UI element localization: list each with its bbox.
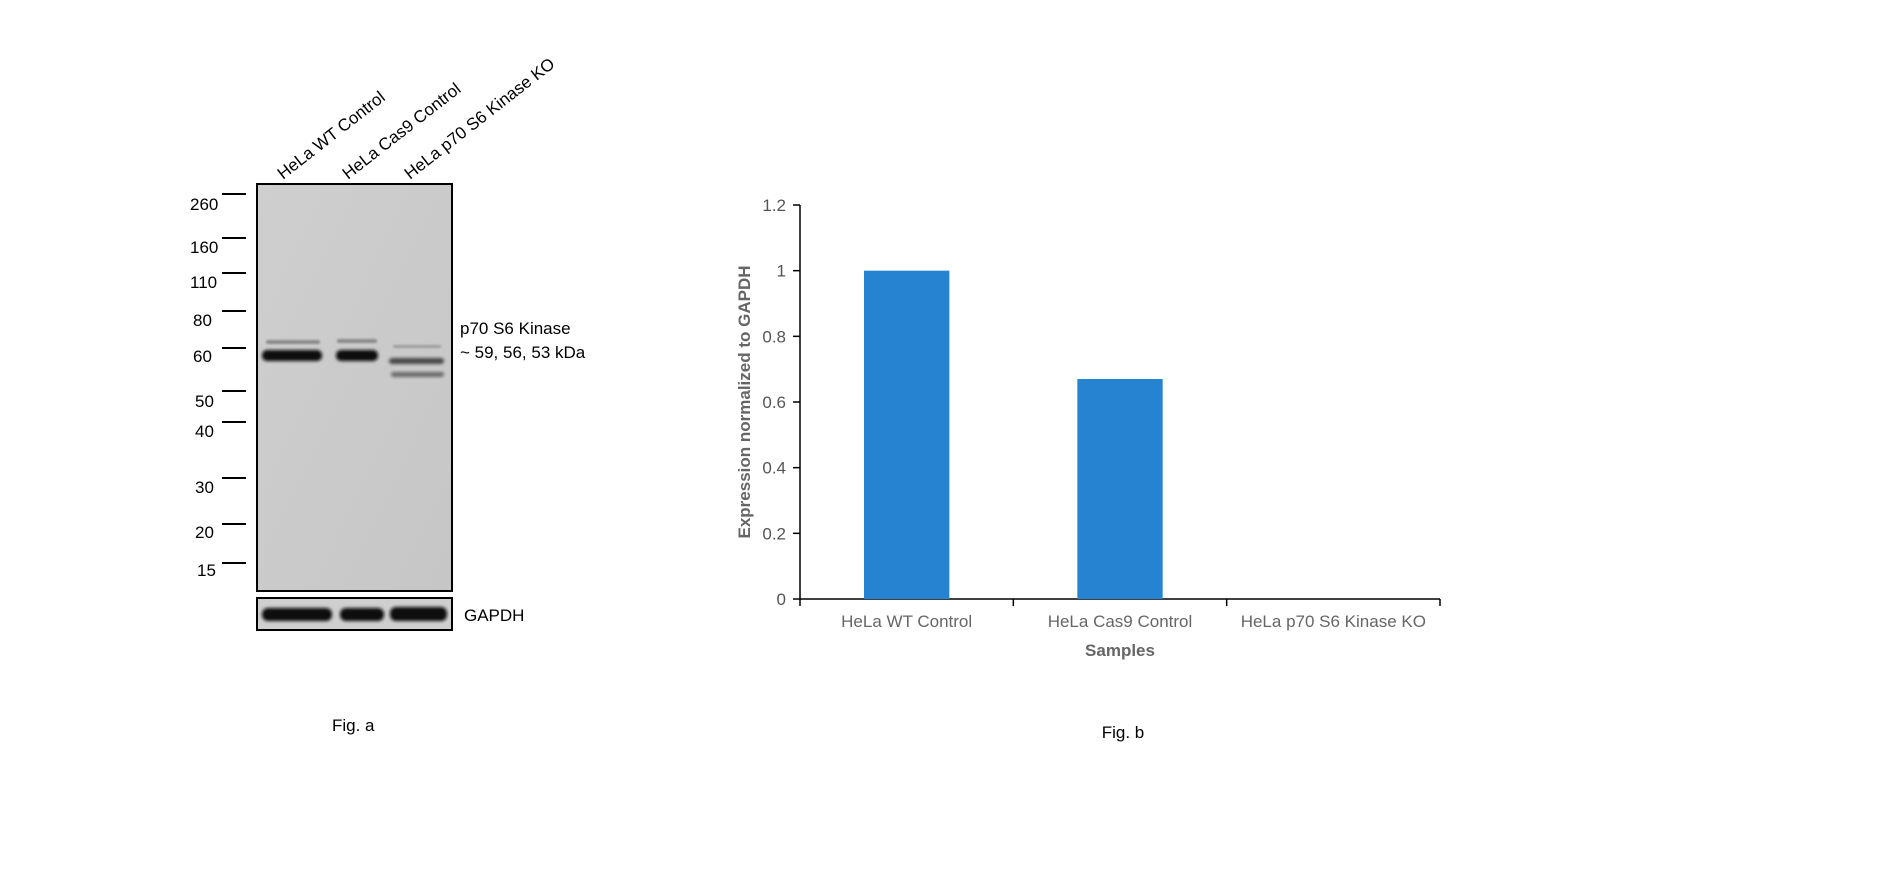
y-tick-label: 0.8 — [762, 327, 786, 346]
mw-label-260: 260 — [190, 195, 218, 214]
y-tick-label: 0.2 — [762, 524, 786, 543]
y-tick-label: 0 — [777, 590, 786, 609]
y-tick-label: 0.4 — [762, 459, 786, 478]
x-category-label: HeLa WT Control — [841, 612, 972, 631]
mw-label-40: 40 — [195, 422, 214, 441]
x-category-label: HeLa p70 S6 Kinase KO — [1241, 612, 1426, 631]
y-tick-label: 1 — [777, 262, 786, 281]
caption-fig-b: Fig. b — [1102, 723, 1145, 742]
bar-chart: 0 0.2 0.4 0.6 0.8 1 1.2 HeLa WT Control HeLa Ca… — [735, 196, 1441, 742]
y-tick-label: 0.6 — [762, 393, 786, 412]
caption-fig-a: Fig. a — [332, 716, 375, 735]
lane-label-1: HeLa WT Control — [274, 88, 389, 184]
mw-label-20: 20 — [195, 523, 214, 542]
mw-label-160: 160 — [190, 238, 218, 257]
band-label-line1: p70 S6 Kinase — [460, 319, 571, 338]
mw-label-60: 60 — [193, 347, 212, 366]
gapdh-bands — [262, 607, 447, 621]
bar-2 — [1077, 379, 1163, 599]
mw-markers: 260 160 110 80 60 50 40 30 20 15 — [190, 193, 246, 580]
gapdh-label: GAPDH — [464, 606, 524, 625]
x-axis-title: Samples — [1085, 641, 1155, 660]
mw-label-30: 30 — [195, 478, 214, 497]
blot-membrane — [256, 183, 453, 592]
blot-bands — [262, 339, 444, 377]
mw-label-80: 80 — [193, 311, 212, 330]
western-blot-panel: HeLa WT Control HeLa Cas9 Control HeLa p… — [190, 54, 586, 735]
y-tick-label: 1.2 — [762, 196, 786, 215]
bar-1 — [864, 270, 950, 599]
y-axis-title: Expression normalized to GAPDH — [735, 266, 754, 539]
mw-label-15: 15 — [197, 561, 216, 580]
band-label-line2: ~ 59, 56, 53 kDa — [460, 343, 586, 362]
mw-label-50: 50 — [195, 392, 214, 411]
mw-label-110: 110 — [190, 273, 217, 292]
x-category-label: HeLa Cas9 Control — [1048, 612, 1193, 631]
